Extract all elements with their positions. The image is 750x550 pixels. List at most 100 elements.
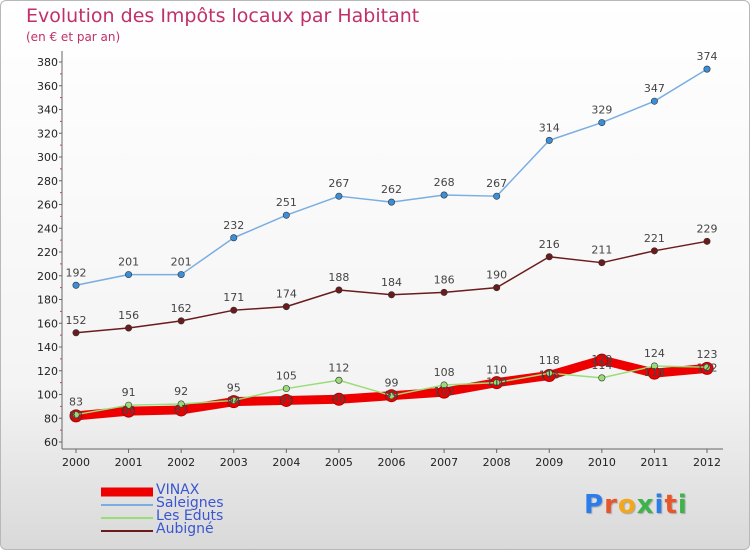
data-label: 262 [381,183,402,196]
data-point [335,192,343,200]
x-tick-label: 2010 [588,456,616,469]
data-point [125,271,133,279]
x-tick-label: 2004 [272,456,300,469]
x-tick-label: 2009 [535,456,563,469]
data-label: 188 [328,271,349,284]
data-label: 86 [122,404,136,417]
data-label: 374 [697,50,718,63]
x-tick-label: 2000 [62,456,90,469]
data-label: 102 [434,385,455,398]
data-label: 129 [591,353,612,366]
data-point [440,191,448,199]
data-label: 96 [332,392,346,405]
x-tick-label: 2008 [483,456,511,469]
data-label: 122 [697,361,718,374]
axes: 60 80 100 120 140 160 180 200 220 240 260 280 300 320… [37,51,723,469]
data-label: 91 [122,386,136,399]
data-point [650,97,658,105]
data-label: 95 [279,393,293,406]
data-point [279,393,293,407]
y-tick-label: 120 [37,365,58,378]
data-label: 190 [486,269,507,282]
data-label: 87 [174,403,188,416]
data-label: 162 [171,302,192,315]
x-tick-label: 2006 [378,456,406,469]
x-tick-label: 2011 [640,456,668,469]
data-label: 216 [539,238,560,251]
legend-label-les-eduts: Les Eduts [156,508,224,524]
data-label: 268 [434,176,455,189]
data-point [230,306,238,314]
y-tick-label: 140 [37,341,58,354]
data-point [332,392,346,406]
data-label: 95 [227,381,241,394]
x-tick-label: 2012 [693,456,721,469]
legend-label-vinax: VINAX [156,482,200,498]
y-tick-label: 240 [37,222,58,235]
y-tick-label: 100 [37,389,58,402]
data-point [177,400,185,408]
data-label: 123 [697,348,718,361]
data-label: 82 [69,409,83,422]
data-label: 108 [434,366,455,379]
data-label: 314 [539,121,560,134]
data-label: 232 [223,219,244,232]
data-point [125,401,133,409]
data-point [493,379,501,387]
data-point [335,376,343,384]
data-label: 105 [276,370,297,383]
data-label: 156 [118,309,139,322]
data-point [595,353,609,367]
chart-subtitle: (en € et par an) [26,30,121,44]
data-label: 229 [697,222,718,235]
data-label: 110 [486,364,507,377]
data-point [387,198,395,206]
x-tick-label: 2005 [325,456,353,469]
data-label: 94 [227,395,241,408]
data-point [282,385,290,393]
data-label: 171 [223,291,244,304]
data-point [335,286,343,294]
data-point [545,253,553,261]
logo-letter: t [664,490,678,520]
legend-label-aubigne: Aubigné [156,521,214,537]
legend-swatch-les-eduts [101,516,153,519]
y-tick-label: 260 [37,199,58,212]
data-label: 221 [644,232,665,245]
data-point [72,281,80,289]
series-line-saleignes [75,68,708,286]
data-labels: 192 201 201 232 251 267 262 268 267 314 329 347 374 1… [66,50,718,422]
legend-label-saleignes: Saleignes [156,495,224,511]
data-point [703,65,711,73]
data-point [72,411,80,419]
data-label: 116 [539,369,560,382]
legend-swatch-saleignes [101,503,153,506]
data-point [650,362,658,370]
y-tick-label: 380 [37,56,58,69]
x-tick-label: 2002 [167,456,195,469]
y-tick-label: 320 [37,127,58,140]
data-label: 118 [644,366,665,379]
data-label: 83 [69,396,83,409]
data-label: 201 [118,256,139,269]
proxiti-logo: Proxiti [584,490,688,520]
data-point [387,291,395,299]
logo-letter: i [654,490,665,520]
data-label: 110 [486,376,507,389]
y-tick-label: 280 [37,175,58,188]
data-label: 99 [385,377,399,390]
y-tick-label: 60 [44,436,58,449]
data-label: 211 [591,244,612,257]
data-label: 184 [381,276,402,289]
data-point [177,271,185,279]
data-label: 347 [644,82,665,95]
data-point [598,259,606,267]
data-point [545,136,553,144]
data-label: 112 [328,361,349,374]
data-label: 92 [174,385,188,398]
data-label: 174 [276,288,297,301]
data-label: 186 [434,273,455,286]
y-tick-label: 80 [44,412,58,425]
y-tick-label: 200 [37,270,58,283]
data-label: 118 [539,354,560,367]
